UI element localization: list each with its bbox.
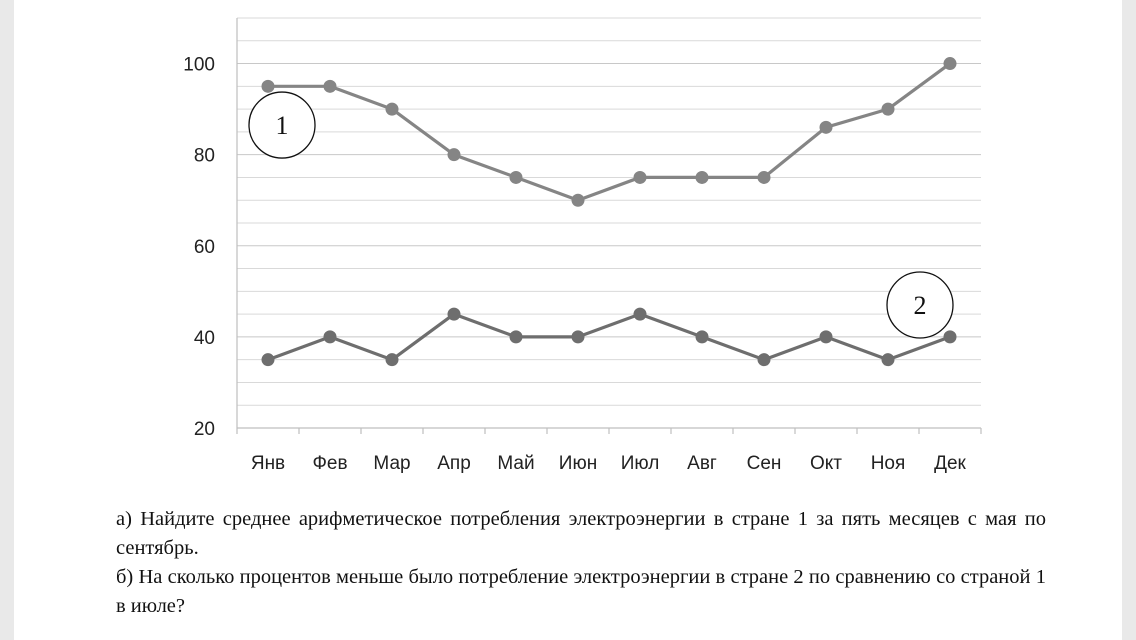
y-tick-label: 100: [183, 55, 215, 76]
series-1-point: [757, 170, 771, 184]
x-tick-label: Мар: [373, 453, 410, 474]
series-2-point: [633, 307, 647, 321]
series-1-point: [819, 120, 833, 134]
series-1-point: [571, 193, 585, 207]
series-2-point: [447, 307, 461, 321]
x-tick-label: Окт: [810, 453, 842, 474]
series-2-point: [819, 330, 833, 344]
series-1-point: [695, 170, 709, 184]
y-tick-label: 80: [194, 146, 215, 167]
gridlines: [237, 17, 981, 406]
series-2-point: [757, 353, 771, 367]
series-1-label: 1: [276, 111, 289, 140]
series-2-point: [943, 330, 957, 344]
x-tick-label: Апр: [437, 453, 471, 474]
series-1-point: [385, 102, 399, 116]
series-1-point: [881, 102, 895, 116]
y-tick-label: 20: [194, 419, 215, 440]
series-1-point: [509, 170, 523, 184]
question-b: б) На сколько процентов меньше было потр…: [116, 566, 1046, 617]
series-2-point: [571, 330, 585, 344]
series-2-point: [881, 353, 895, 367]
series-1-point: [261, 79, 275, 93]
series-1-point: [633, 170, 647, 184]
x-tick-label: Май: [497, 453, 534, 474]
x-tick-label: Июн: [559, 453, 597, 474]
series-lines: [261, 57, 957, 367]
series-1-label-circle: [248, 91, 316, 159]
axes: 20 40 60 80 100 Янв Фев Мар Апр Май Июн Июл Авг Сен Ок…: [183, 18, 982, 474]
x-tick-label: Янв: [251, 453, 285, 474]
x-tick-label: Дек: [934, 453, 966, 474]
document-page: 20 40 60 80 100 Янв Фев Мар Апр Май Июн Июл Авг Сен Ок…: [14, 0, 1122, 640]
series-2-point: [323, 330, 337, 344]
x-tick-label: Фев: [312, 453, 347, 474]
series-labels: 12: [248, 91, 954, 339]
series-2-line: [267, 312, 951, 362]
series-2-label: 2: [914, 291, 927, 320]
question-a: а) Найдите среднее арифметическое потреб…: [116, 508, 1046, 559]
series-1-point: [447, 148, 461, 162]
x-tick-label: Июл: [621, 453, 660, 474]
series-2-point: [695, 330, 709, 344]
series-2-label-circle: [886, 271, 954, 339]
series-2-point: [509, 330, 523, 344]
x-tick-label: Ноя: [871, 453, 906, 474]
series-2-point: [385, 353, 399, 367]
line-chart: 20 40 60 80 100 Янв Фев Мар Апр Май Июн Июл Авг Сен Ок…: [183, 17, 982, 474]
y-tick-label: 60: [194, 237, 215, 258]
series-1-line: [268, 62, 951, 202]
y-tick-label: 40: [194, 328, 215, 349]
series-1-point: [943, 57, 957, 71]
x-tick-label: Авг: [687, 453, 717, 474]
series-1-point: [323, 79, 337, 93]
series-2-point: [261, 353, 275, 367]
x-tick-label: Сен: [747, 453, 782, 474]
